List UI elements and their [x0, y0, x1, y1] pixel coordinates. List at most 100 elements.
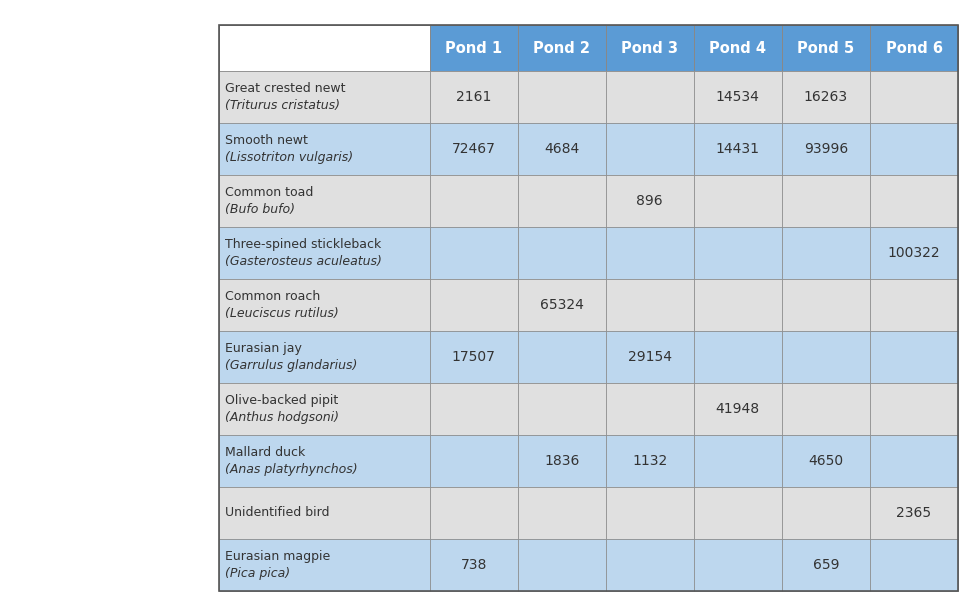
Bar: [870, 227, 958, 279]
Bar: [694, 487, 781, 539]
Text: (Lissotriton vulgaris): (Lissotriton vulgaris): [225, 151, 353, 164]
Bar: [870, 279, 958, 331]
Bar: [870, 331, 958, 383]
Text: 896: 896: [636, 194, 663, 208]
Bar: [219, 487, 429, 539]
Bar: [694, 25, 781, 71]
Bar: [694, 539, 781, 591]
Bar: [870, 487, 958, 539]
Text: 17507: 17507: [451, 350, 495, 364]
Bar: [517, 331, 606, 383]
Bar: [781, 383, 870, 435]
Text: (Pica pica): (Pica pica): [225, 567, 290, 580]
Text: Olive-backed pipit: Olive-backed pipit: [225, 394, 338, 407]
Bar: [694, 383, 781, 435]
Text: 1836: 1836: [544, 454, 580, 468]
Bar: [606, 435, 694, 487]
Text: Pond 6: Pond 6: [885, 41, 943, 56]
Bar: [781, 71, 870, 123]
Text: (Triturus cristatus): (Triturus cristatus): [225, 99, 340, 112]
Text: 16263: 16263: [804, 90, 848, 104]
Bar: [694, 123, 781, 175]
Bar: [870, 71, 958, 123]
Text: 4650: 4650: [808, 454, 844, 468]
Text: 14431: 14431: [716, 142, 760, 156]
Bar: [429, 123, 517, 175]
Text: (Bufo bufo): (Bufo bufo): [225, 203, 295, 216]
Bar: [517, 123, 606, 175]
Bar: [606, 383, 694, 435]
Bar: [781, 487, 870, 539]
Text: Great crested newt: Great crested newt: [225, 82, 346, 95]
Text: 2365: 2365: [897, 506, 931, 520]
Bar: [694, 175, 781, 227]
Bar: [219, 227, 429, 279]
Bar: [781, 331, 870, 383]
Text: Eurasian magpie: Eurasian magpie: [225, 550, 330, 563]
Bar: [517, 279, 606, 331]
Text: Pond 5: Pond 5: [798, 41, 854, 56]
Bar: [781, 279, 870, 331]
Bar: [870, 435, 958, 487]
Bar: [429, 71, 517, 123]
Bar: [694, 331, 781, 383]
Bar: [219, 25, 958, 591]
Bar: [517, 227, 606, 279]
Bar: [606, 331, 694, 383]
Bar: [219, 435, 429, 487]
Bar: [606, 123, 694, 175]
Bar: [870, 383, 958, 435]
Text: Eurasian jay: Eurasian jay: [225, 342, 301, 355]
Bar: [429, 487, 517, 539]
Bar: [429, 383, 517, 435]
Bar: [606, 227, 694, 279]
Text: Mallard duck: Mallard duck: [225, 446, 305, 459]
Bar: [781, 435, 870, 487]
Text: 29154: 29154: [628, 350, 672, 364]
Text: 65324: 65324: [540, 298, 584, 312]
Text: 738: 738: [461, 558, 487, 572]
Bar: [606, 25, 694, 71]
Text: Pond 3: Pond 3: [621, 41, 679, 56]
Bar: [606, 279, 694, 331]
Bar: [870, 175, 958, 227]
Bar: [219, 383, 429, 435]
Text: 14534: 14534: [716, 90, 759, 104]
Text: Smooth newt: Smooth newt: [225, 134, 308, 147]
Bar: [429, 279, 517, 331]
Bar: [429, 175, 517, 227]
Bar: [517, 435, 606, 487]
Bar: [781, 123, 870, 175]
Bar: [781, 25, 870, 71]
Bar: [219, 175, 429, 227]
Bar: [219, 25, 429, 71]
Bar: [694, 227, 781, 279]
Text: Pond 1: Pond 1: [445, 41, 502, 56]
Text: (Garrulus glandarius): (Garrulus glandarius): [225, 359, 357, 372]
Bar: [606, 71, 694, 123]
Bar: [781, 539, 870, 591]
Bar: [219, 71, 429, 123]
Text: 72467: 72467: [451, 142, 495, 156]
Bar: [517, 25, 606, 71]
Bar: [870, 539, 958, 591]
Text: 93996: 93996: [804, 142, 848, 156]
Bar: [517, 71, 606, 123]
Text: Three-spined stickleback: Three-spined stickleback: [225, 239, 381, 251]
Bar: [606, 175, 694, 227]
Bar: [870, 25, 958, 71]
Bar: [429, 331, 517, 383]
Text: 659: 659: [813, 558, 839, 572]
Text: (Leuciscus rutilus): (Leuciscus rutilus): [225, 307, 339, 320]
Text: Pond 4: Pond 4: [709, 41, 766, 56]
Bar: [781, 227, 870, 279]
Bar: [694, 279, 781, 331]
Bar: [429, 227, 517, 279]
Bar: [870, 123, 958, 175]
Text: 41948: 41948: [716, 402, 760, 416]
Text: Pond 2: Pond 2: [533, 41, 590, 56]
Bar: [429, 539, 517, 591]
Bar: [781, 175, 870, 227]
Bar: [219, 539, 429, 591]
Bar: [429, 25, 517, 71]
